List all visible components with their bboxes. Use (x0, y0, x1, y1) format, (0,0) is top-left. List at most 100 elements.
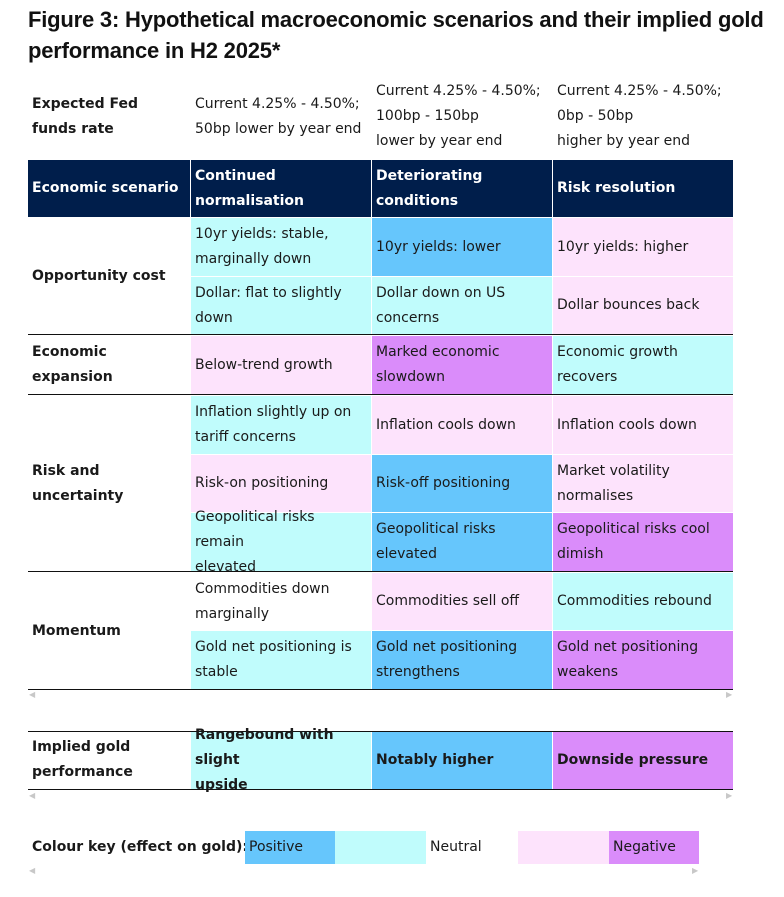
group-label-text: Economic expansion (32, 344, 113, 385)
group-label: Opportunity cost (28, 218, 190, 334)
cell-text: Geopolitical risks remain (195, 508, 315, 550)
implied-label-line: performance (32, 764, 133, 780)
header-deteriorating-conditions: Deteriorating conditions (372, 160, 552, 217)
cell-text: Downside pressure (557, 752, 709, 768)
fed-rate-line: Current 4.25% - 4.50%; (557, 83, 722, 99)
table-cell: Gold net positioning is stable (191, 631, 371, 689)
group-divider (28, 334, 733, 335)
cell-text: recovers (557, 369, 618, 385)
cell-text: Risk-off positioning (376, 475, 511, 491)
header-economic-scenario: Economic scenario (28, 160, 190, 217)
scroll-left-icon[interactable]: ◀ (29, 690, 36, 699)
implied-gold-cell: Rangebound with slight upside (191, 727, 371, 793)
table-cell: Commodities rebound (553, 573, 733, 630)
cell-text: Commodities rebound (557, 593, 712, 609)
key-negative-light-swatch (518, 831, 609, 864)
cell-text: Market volatility (557, 462, 670, 479)
table-cell: Commodities sell off (372, 573, 552, 630)
figure-title: Figure 3: Hypothetical macroeconomic sce… (28, 7, 764, 63)
table-cell: Market volatility normalises (553, 455, 733, 512)
cell-text: Gold net positioning is (195, 639, 352, 655)
key-positive-swatch: Positive (245, 831, 335, 864)
cell-text: 10yr yields: lower (376, 238, 501, 255)
cell-text: Gold net positioning (376, 639, 518, 655)
group-divider (28, 689, 733, 690)
cell-text: strengthens (376, 664, 460, 680)
header-label: Continued (195, 167, 276, 184)
table-cell: Risk-on positioning (191, 455, 371, 512)
table-cell: Inflation cools down (553, 396, 733, 454)
cell-text: Below-trend growth (195, 356, 333, 373)
cell-text: dimish (557, 546, 604, 562)
table-cell: Geopolitical risks remain elevated (191, 509, 371, 575)
table-cell: Gold net positioning strengthens (372, 631, 552, 689)
scroll-right-icon[interactable]: ▶ (726, 690, 733, 699)
group-label: Economic expansion (28, 336, 190, 394)
scroll-right-icon[interactable]: ▶ (726, 791, 733, 800)
implied-gold-cell: Downside pressure (553, 732, 733, 789)
key-negative-label: Negative (613, 839, 676, 855)
fed-rate-label-line: Expected Fed (32, 96, 139, 112)
cell-text: Marked economic (376, 344, 500, 360)
cell-text: upside (195, 777, 248, 793)
implied-label-line: Implied gold (32, 739, 131, 755)
header-label: Economic scenario (32, 180, 179, 196)
fed-rate-line: 50bp lower by year end (195, 121, 362, 137)
cell-text: Geopolitical risks (376, 521, 496, 537)
cell-text: down (195, 309, 233, 326)
divider (28, 789, 733, 790)
cell-text: stable (195, 664, 238, 680)
implied-gold-label: Implied gold performance (32, 735, 133, 785)
fed-rate-risk-resolution: Current 4.25% - 4.50%; 0bp - 50bp higher… (557, 79, 722, 154)
cell-text: Notably higher (376, 752, 494, 768)
cell-text: elevated (195, 558, 256, 575)
cell-text: marginally down (195, 251, 312, 267)
cell-text: 10yr yields: higher (557, 238, 689, 255)
cell-text: Dollar bounces back (557, 297, 700, 313)
table-cell: Dollar down on US concerns (372, 277, 552, 334)
scroll-left-icon[interactable]: ◀ (29, 866, 36, 875)
table-cell: Geopolitical risks cool dimish (553, 513, 733, 571)
cell-text: Commodities sell off (376, 593, 520, 609)
fed-rate-label-line: funds rate (32, 121, 114, 137)
header-label: normalisation (195, 192, 304, 209)
key-neutral-swatch: Neutral (426, 831, 518, 864)
group-label: Risk and uncertainty (28, 396, 190, 571)
fed-rate-continued: Current 4.25% - 4.50%; 50bp lower by yea… (195, 92, 361, 142)
table-cell: 10yr yields: lower (372, 218, 552, 276)
header-label: Risk resolution (557, 180, 676, 196)
header-label: conditions (376, 192, 459, 209)
cell-text: Risk-on positioning (195, 475, 329, 491)
header-risk-resolution: Risk resolution (553, 160, 733, 217)
cell-text: Economic growth (557, 344, 678, 360)
table-cell: Gold net positioning weakens (553, 631, 733, 689)
cell-text: Commodities down (195, 580, 330, 597)
table-cell: 10yr yields: higher (553, 218, 733, 276)
fed-rate-deteriorating: Current 4.25% - 4.50%; 100bp - 150bp low… (376, 79, 541, 154)
key-negative-swatch: Negative (609, 831, 699, 864)
cell-text: tariff concerns (195, 429, 296, 445)
fed-rate-label: Expected Fed funds rate (32, 92, 138, 142)
colour-key-label: Colour key (effect on gold): (32, 839, 248, 855)
table-cell: Inflation cools down (372, 396, 552, 454)
group-label-text: Momentum (32, 622, 121, 639)
table-cell: Dollar bounces back (553, 277, 733, 334)
fed-rate-line: Current 4.25% - 4.50%; (195, 96, 360, 112)
cell-text: concerns (376, 309, 440, 326)
divider (28, 731, 733, 732)
table-cell: Dollar: flat to slightly down (191, 277, 371, 334)
key-positive-label: Positive (249, 839, 303, 855)
cell-text: Inflation cools down (557, 416, 697, 433)
header-label: Deteriorating (376, 167, 483, 184)
table-cell: Inflation slightly up on tariff concerns (191, 396, 371, 454)
fed-rate-line: Current 4.25% - 4.50%; (376, 83, 541, 99)
group-label-text: Opportunity cost (32, 267, 166, 284)
table-cell: 10yr yields: stable, marginally down (191, 218, 371, 276)
cell-text: Gold net positioning (557, 639, 699, 655)
fed-rate-line: 0bp - 50bp (557, 108, 634, 124)
cell-text: Rangebound with slight (195, 727, 334, 768)
cell-text: marginally (195, 605, 270, 622)
scroll-left-icon[interactable]: ◀ (29, 791, 36, 800)
implied-gold-cell: Notably higher (372, 732, 552, 789)
scroll-right-icon[interactable]: ▶ (692, 866, 699, 875)
